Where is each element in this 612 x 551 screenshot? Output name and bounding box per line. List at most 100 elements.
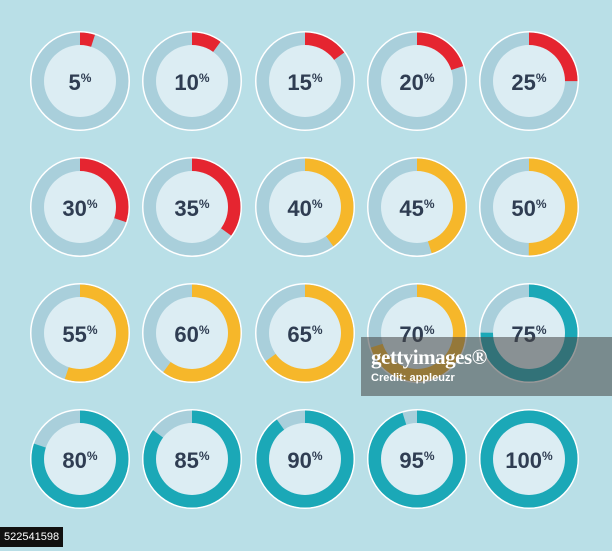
ring-center [269, 423, 341, 495]
watermark-credit: Credit: appleuzr [371, 372, 455, 384]
percent-label: 45% [399, 196, 434, 221]
percent-label: 35% [174, 196, 209, 221]
percent-sign: % [312, 323, 323, 337]
percent-value: 20 [399, 70, 423, 95]
ring-outline [142, 283, 242, 383]
ring-outline [479, 157, 579, 257]
ring-outline [255, 31, 355, 131]
percent-label: 65% [287, 322, 322, 347]
percent-sign: % [87, 323, 98, 337]
percent-sign: % [536, 197, 547, 211]
progress-arc [480, 158, 578, 256]
percent-sign: % [199, 197, 210, 211]
percent-value: 40 [287, 196, 311, 221]
progress-arc [31, 284, 129, 382]
percent-value: 30 [62, 196, 86, 221]
percent-sign: % [312, 449, 323, 463]
ring-outline [30, 409, 130, 509]
progress-ring: 25% [479, 31, 579, 131]
progress-arc [368, 158, 466, 256]
percent-label: 30% [62, 196, 97, 221]
ring-center [493, 45, 565, 117]
ring-center [44, 171, 116, 243]
progress-arc [256, 158, 354, 256]
progress-ring: 20% [367, 31, 467, 131]
ring-outline [142, 157, 242, 257]
ring-center [44, 297, 116, 369]
percent-value: 80 [62, 448, 86, 473]
percent-sign: % [536, 71, 547, 85]
ring-center [156, 45, 228, 117]
image-id-label: 522541598 [0, 527, 64, 547]
percent-sign: % [87, 197, 98, 211]
watermark-title: gettyimages® [371, 345, 487, 369]
ring-center [269, 171, 341, 243]
percent-sign: % [424, 323, 435, 337]
percent-value: 60 [174, 322, 198, 347]
ring-outline [255, 409, 355, 509]
watermark-banner: gettyimages® Credit: appleuzr [361, 337, 612, 396]
percent-label: 95% [399, 448, 434, 473]
ring-outline [367, 409, 467, 509]
progress-arc [31, 410, 129, 508]
percent-label: 25% [511, 70, 546, 95]
ring-center [269, 45, 341, 117]
progress-arc [31, 158, 129, 256]
percent-sign: % [199, 71, 210, 85]
ring-outline [30, 157, 130, 257]
percent-value: 35 [174, 196, 198, 221]
percent-value: 45 [399, 196, 423, 221]
progress-ring: 5% [30, 31, 130, 131]
ring-outline [367, 157, 467, 257]
progress-arc [143, 284, 241, 382]
ring-outline [255, 283, 355, 383]
progress-ring: 90% [255, 409, 355, 509]
percent-sign: % [424, 71, 435, 85]
progress-ring: 35% [142, 157, 242, 257]
percent-label: 50% [511, 196, 546, 221]
percent-sign: % [424, 449, 435, 463]
ring-center [381, 423, 453, 495]
percent-value: 25 [511, 70, 535, 95]
ring-outline [30, 283, 130, 383]
ring-outline [255, 157, 355, 257]
progress-ring: 95% [367, 409, 467, 509]
progress-arc [368, 410, 466, 508]
progress-arc [368, 32, 466, 130]
progress-arc [143, 158, 241, 256]
progress-arc [256, 410, 354, 508]
progress-ring: 85% [142, 409, 242, 509]
ring-center [44, 423, 116, 495]
ring-outline [142, 409, 242, 509]
percent-label: 10% [174, 70, 209, 95]
percent-label: 20% [399, 70, 434, 95]
percent-value: 100 [505, 448, 542, 473]
ring-outline [479, 31, 579, 131]
percent-label: 5% [69, 70, 92, 95]
percent-value: 85 [174, 448, 198, 473]
percent-sign: % [312, 197, 323, 211]
percent-sign: % [424, 197, 435, 211]
percent-sign: % [199, 323, 210, 337]
percent-label: 90% [287, 448, 322, 473]
ring-center [156, 423, 228, 495]
percent-label: 40% [287, 196, 322, 221]
progress-ring: 80% [30, 409, 130, 509]
ring-outline [30, 31, 130, 131]
percent-label: 100% [505, 448, 553, 473]
progress-ring: 65% [255, 283, 355, 383]
percent-sign: % [542, 449, 553, 463]
percent-sign: % [312, 71, 323, 85]
ring-outline [479, 409, 579, 509]
ring-center [156, 171, 228, 243]
ring-outline [142, 31, 242, 131]
percent-sign: % [87, 449, 98, 463]
percent-value: 65 [287, 322, 311, 347]
ring-center [44, 45, 116, 117]
ring-center [493, 423, 565, 495]
progress-arc [480, 410, 578, 508]
progress-ring: 55% [30, 283, 130, 383]
percent-value: 15 [287, 70, 311, 95]
progress-arc [143, 32, 241, 130]
